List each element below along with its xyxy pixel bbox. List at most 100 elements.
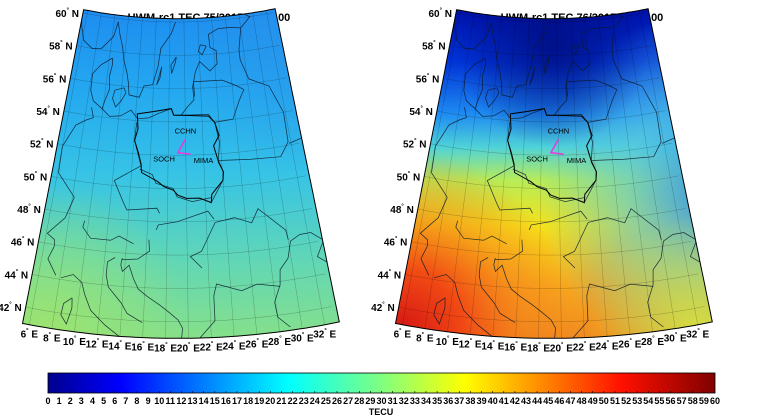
colorbar-tick-label: 44 — [532, 396, 542, 406]
coastline — [433, 297, 446, 325]
coastline — [112, 87, 127, 108]
coastline — [431, 124, 450, 198]
coastline — [289, 136, 304, 144]
coastline — [485, 87, 500, 108]
parallel-line — [424, 175, 679, 189]
coastline — [448, 107, 467, 126]
parallel-line — [405, 273, 699, 289]
longitude-label: 26° E — [618, 338, 641, 350]
coastline — [478, 257, 516, 323]
parallel-line — [436, 110, 666, 123]
coastline — [139, 168, 212, 202]
colorbar-tick-label: 26 — [332, 396, 342, 406]
coastline — [120, 257, 183, 339]
colorbar-tick-label: 38 — [465, 396, 475, 406]
latitude-label: 54° N — [36, 106, 60, 118]
coastline — [238, 27, 242, 60]
latitude-label: 42° N — [0, 302, 22, 314]
latitude-label: 48° N — [390, 204, 414, 216]
station-link — [549, 138, 564, 155]
coastline — [512, 168, 585, 202]
colorbar-tick-label: 42 — [510, 396, 520, 406]
latitude-label: 60° N — [428, 8, 452, 20]
meridian-line — [252, 12, 303, 329]
longitude-label: 32° E — [686, 329, 709, 341]
coastline — [60, 274, 120, 337]
latitude-labels: 60° N 58° N 56° N 54° N 52° N 50° N 48° N 46° N… — [371, 8, 452, 314]
parallel-line — [411, 240, 692, 256]
colorbar-tick-label: 19 — [254, 396, 264, 406]
coastline — [611, 27, 615, 60]
colorbar-tick-label: 30 — [376, 396, 386, 406]
poland-border — [134, 108, 224, 204]
colorbar-tick-label: 37 — [454, 396, 464, 406]
colorbar-tick-label: 48 — [577, 396, 587, 406]
station-link — [176, 138, 191, 155]
coastline — [192, 79, 245, 123]
latitude-label: 44° N — [378, 269, 402, 281]
colorbar-tick-label: 28 — [354, 396, 364, 406]
colorbar-tick-label: 60 — [710, 396, 720, 406]
colorbar-tick-label: 29 — [365, 396, 375, 406]
colorbar-tick-label: 33 — [410, 396, 420, 406]
parallel-line — [76, 44, 280, 56]
coastline — [105, 257, 143, 323]
colorbar-tick-label: 15 — [210, 396, 220, 406]
longitude-labels: 6° E 8° E 10° E 12° E 14° E 16° E 18° E 20° E 22… — [21, 329, 337, 355]
colorbar-tick-label: 2 — [68, 396, 73, 406]
coastlines — [419, 12, 713, 339]
map-frame — [21, 8, 340, 339]
parallel-line — [455, 12, 647, 23]
latitude-label: 52° N — [30, 139, 54, 151]
colorbar-tick-label: 9 — [146, 396, 151, 406]
poland-border — [507, 108, 597, 204]
coastline — [58, 124, 77, 198]
longitude-label: 12° E — [86, 338, 109, 350]
meridian-line — [538, 18, 544, 339]
coastline — [75, 107, 94, 126]
colorbar-tick-label: 12 — [176, 396, 186, 406]
parallel-line — [82, 12, 274, 23]
colorbar-tick-label: 32 — [399, 396, 409, 406]
colorbar-tick-label: 40 — [488, 396, 498, 406]
coastline — [570, 44, 580, 56]
parallel-line — [38, 240, 319, 256]
longitude-label: 30° E — [291, 333, 314, 345]
coastlines — [46, 12, 340, 339]
parallel-line — [449, 44, 653, 56]
longitude-labels: 6° E 8° E 10° E 12° E 14° E 16° E 18° E 20° E 22… — [394, 329, 710, 355]
meridian-line — [29, 10, 88, 325]
longitude-label: 18° E — [527, 342, 550, 354]
colorbar-tick-label: 51 — [610, 396, 620, 406]
coastline — [82, 220, 134, 245]
colorbar-tick-label: 47 — [565, 396, 575, 406]
longitude-label: 24° E — [596, 340, 619, 352]
coastline — [199, 283, 281, 339]
meridian-line — [611, 14, 653, 332]
coastline — [122, 239, 150, 261]
latitude-label: 50° N — [24, 171, 48, 183]
longitude-label: 20° E — [177, 342, 200, 354]
latitude-label: 42° N — [371, 302, 395, 314]
coastline — [591, 59, 662, 161]
parallel-line — [63, 110, 293, 123]
colorbar-tick-label: 8 — [134, 396, 139, 406]
coastline — [197, 44, 207, 56]
coastline — [189, 208, 289, 269]
longitude-label: 6° E — [21, 329, 39, 341]
colorbar-tick-label: 23 — [299, 396, 309, 406]
colorbar-tick-label: 54 — [643, 396, 653, 406]
colorbar-tick-label: 56 — [665, 396, 675, 406]
longitude-label: 30° E — [664, 333, 687, 345]
map-right: UWM-rc1 TEC 76/2015 17:00:00 60° N58° N5… — [371, 8, 713, 355]
longitude-label: 28° E — [268, 336, 291, 348]
colorbar-tick-label: 58 — [688, 396, 698, 406]
latitude-label: 48° N — [17, 204, 41, 216]
longitude-label: 12° E — [459, 338, 482, 350]
meridian-line — [119, 17, 143, 337]
parallel-line — [44, 208, 313, 223]
meridian-line — [96, 16, 129, 335]
colorbar-tick-label: 10 — [154, 396, 164, 406]
colorbar-tick-label: 22 — [288, 396, 298, 406]
